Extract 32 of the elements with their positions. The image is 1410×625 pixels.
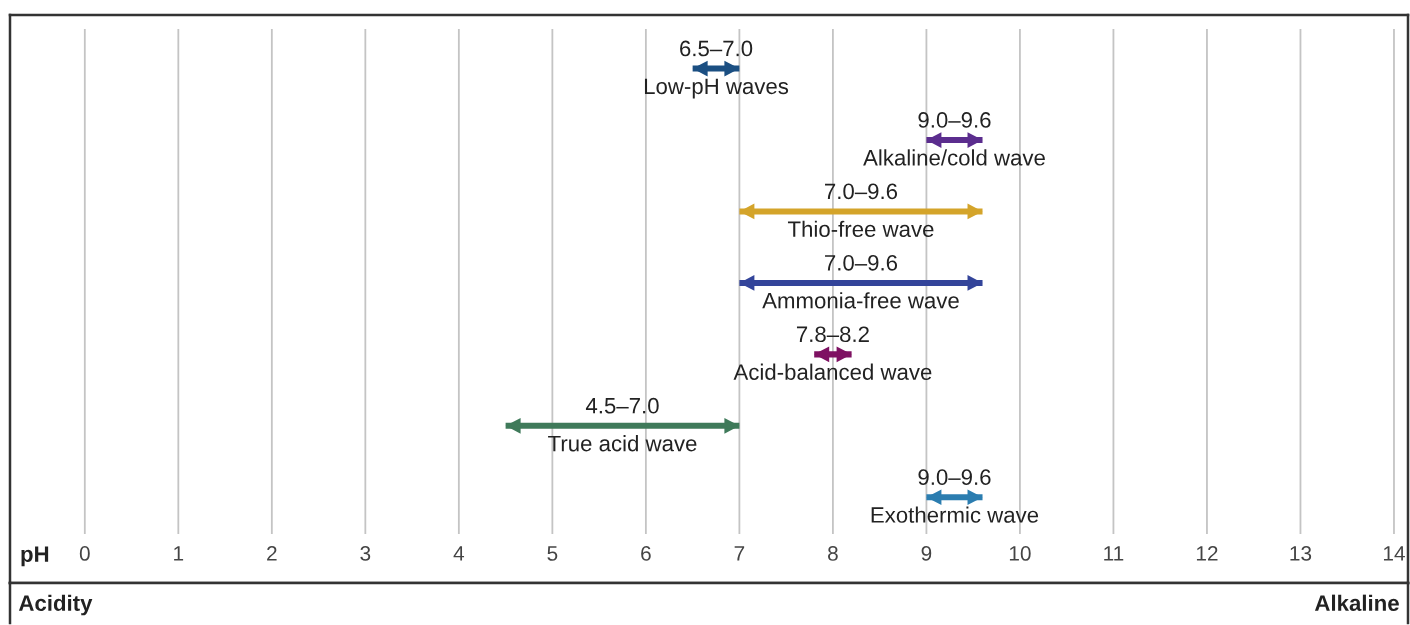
text: Alkaline (1314, 594, 1399, 611)
x-tick-label: 12 (1196, 546, 1218, 561)
x-tick-label: 4 (453, 546, 465, 561)
data-label: 7.0–9.6 (825, 254, 898, 271)
x-axis-title: pH (21, 546, 49, 567)
y-tick-label: Acid-balanced wave (733, 363, 932, 380)
data-label: 9.0–9.6 (918, 469, 991, 486)
data-label: 4.5–7.0 (585, 397, 659, 414)
x-tick-label: 10 (1009, 546, 1031, 561)
x-tick-label: 8 (828, 546, 838, 561)
x-tick-label: 3 (360, 546, 371, 561)
data-label: 7.0–9.6 (825, 183, 898, 200)
y-tick-label: Exothermic wave (871, 506, 1039, 523)
data-label: 7.8–8.2 (796, 326, 869, 343)
y-tick-label: Alkaline/cold wave (863, 149, 1045, 166)
text: Acidity (18, 594, 93, 616)
data-label: 9.0–9.6 (918, 112, 991, 128)
x-tick-label: 6 (641, 546, 651, 561)
data-label: 6.5–7.0 (680, 40, 753, 57)
x-tick-label: 0 (79, 546, 90, 561)
x-tick-label: 14 (1383, 546, 1405, 561)
x-tick-label: 7 (734, 546, 745, 561)
x-tick-label: 13 (1290, 546, 1312, 561)
x-tick-label: 1 (174, 546, 184, 561)
y-tick-label: Low-pH waves (644, 78, 789, 99)
x-tick-label: 2 (267, 546, 277, 561)
x-tick-label: 9 (921, 546, 932, 561)
y-tick-label: Ammonia-free wave (762, 292, 959, 309)
x-tick-label: 5 (547, 546, 558, 561)
x-tick-label: 11 (1104, 546, 1124, 561)
y-tick-label: True acid wave (548, 435, 697, 452)
y-tick-label: Thio-free wave (787, 220, 934, 238)
